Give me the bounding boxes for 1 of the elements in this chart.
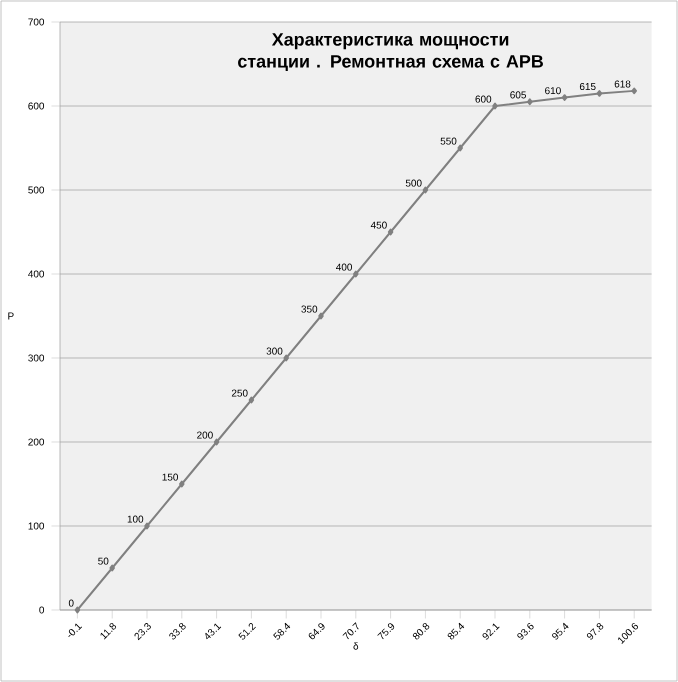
text: Характеристика мощности станции . Ремонтная схема с АРВ (238, 33, 543, 72)
